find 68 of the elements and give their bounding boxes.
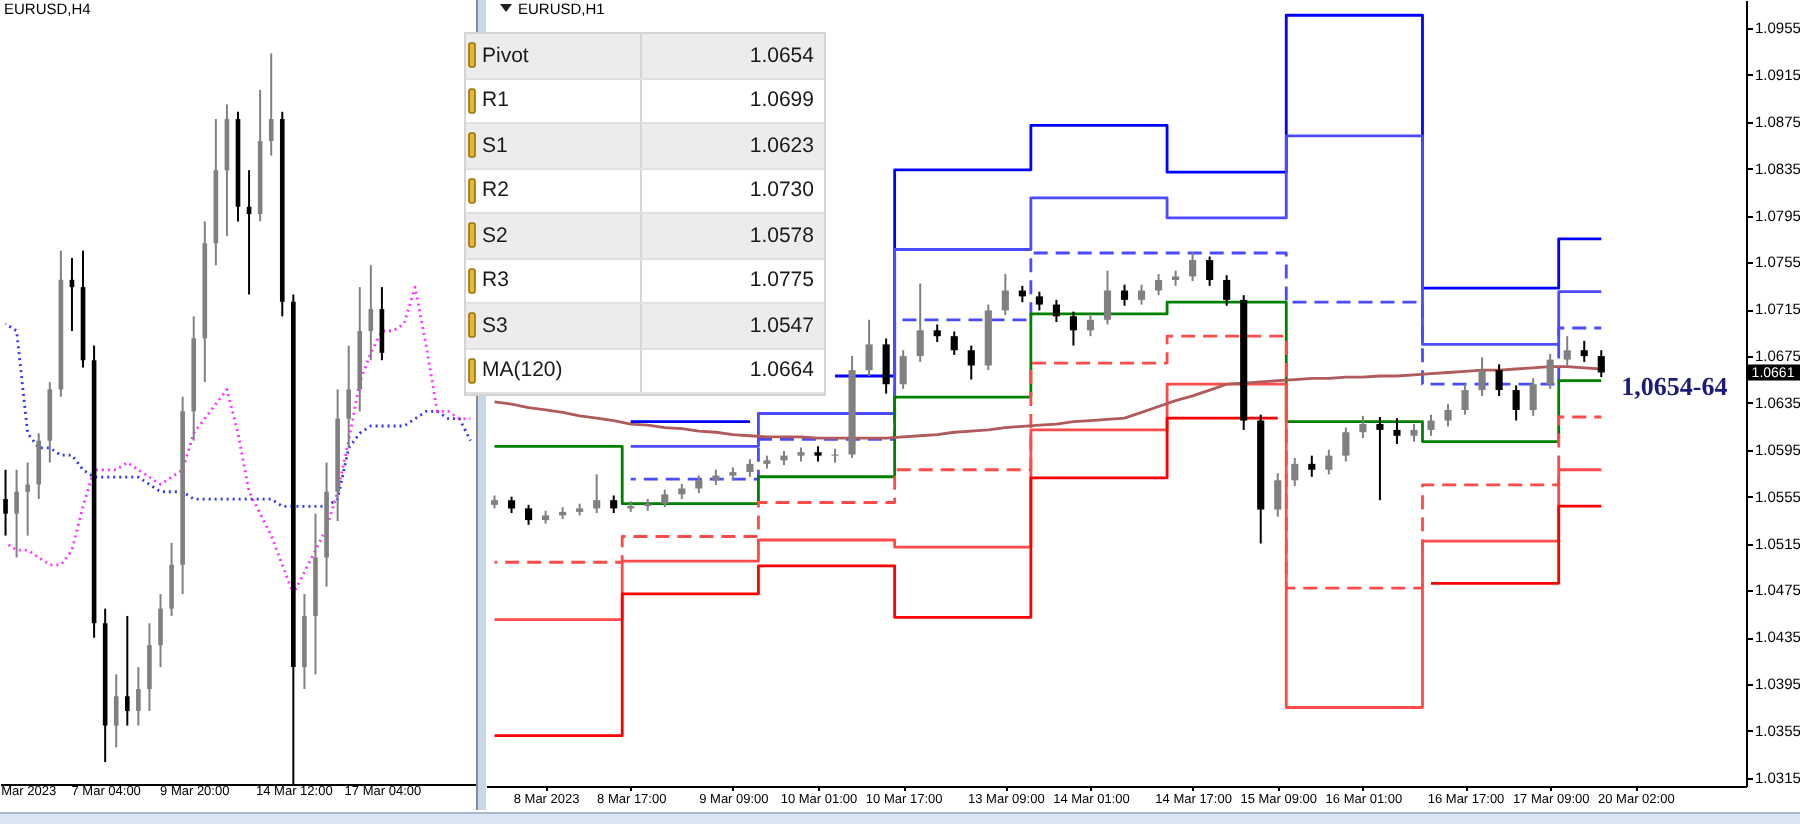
candlestick	[1597, 349, 1605, 379]
candlestick	[1563, 335, 1571, 367]
candlestick	[1580, 339, 1588, 363]
annotation: 1.0730	[749, 178, 814, 203]
candlestick	[1001, 273, 1009, 317]
candlestick	[1103, 269, 1112, 326]
candlestick	[1427, 413, 1435, 437]
candlestick	[1189, 250, 1197, 283]
candlestick	[1223, 274, 1231, 307]
candlestick	[346, 344, 352, 449]
candlestick	[1393, 417, 1401, 445]
candlestick	[1137, 283, 1146, 306]
candlestick	[1546, 352, 1554, 390]
candlestick	[593, 473, 601, 515]
candlestick	[1325, 448, 1333, 476]
candlestick	[524, 503, 533, 526]
candlestick	[1035, 290, 1043, 312]
candlestick	[1206, 255, 1214, 287]
candlestick	[1308, 454, 1316, 478]
candlestick	[967, 344, 975, 381]
candlestick	[113, 673, 119, 749]
annotation: 1,0654-64	[1621, 370, 1729, 401]
candlestick	[36, 432, 42, 501]
candlestick	[1291, 457, 1299, 488]
candlestick	[1359, 414, 1367, 440]
candlestick	[899, 349, 907, 390]
candlestick	[1478, 356, 1486, 397]
annotation: 1.0654	[749, 43, 814, 68]
annotation: 1.0699	[749, 88, 814, 113]
candlestick	[268, 52, 274, 157]
candlestick	[1512, 384, 1520, 422]
candlestick	[1444, 403, 1452, 428]
annotation: MA(120)	[482, 358, 563, 383]
candlestick	[1154, 273, 1163, 297]
annotation: R2	[482, 178, 509, 203]
candlestick	[950, 330, 958, 356]
candlestick	[14, 468, 19, 559]
candlestick	[25, 461, 30, 537]
annotation: R3	[482, 268, 509, 293]
annotation: S3	[482, 313, 508, 338]
candlestick	[158, 593, 163, 669]
candlestick	[124, 614, 130, 727]
candlestick	[1086, 312, 1095, 338]
annotation: 1.0547	[749, 313, 814, 338]
candlestick	[1495, 363, 1503, 397]
annotation: Pivot	[482, 43, 529, 68]
annotation: S1	[482, 133, 508, 158]
candlestick	[1342, 426, 1350, 463]
candlestick	[1274, 472, 1282, 518]
candlestick	[1461, 383, 1469, 416]
candlestick	[1376, 416, 1384, 502]
candlestick	[1529, 377, 1537, 417]
candlestick	[882, 337, 890, 395]
candlestick	[1120, 283, 1129, 307]
candlestick	[865, 318, 873, 378]
annotation: S2	[482, 223, 508, 248]
annotation: 1.0623	[749, 133, 814, 158]
candlestick	[3, 468, 8, 537]
candlestick	[136, 666, 141, 727]
candlestick	[1052, 298, 1060, 324]
annotation: 1.0664	[749, 358, 814, 383]
annotation: 1.0578	[749, 223, 814, 248]
candlestick	[1069, 310, 1078, 347]
candlestick	[169, 541, 174, 617]
annotation: 1.0775	[749, 268, 814, 293]
candlestick	[147, 622, 152, 712]
annotation: R1	[482, 88, 509, 113]
candlestick	[916, 282, 924, 363]
